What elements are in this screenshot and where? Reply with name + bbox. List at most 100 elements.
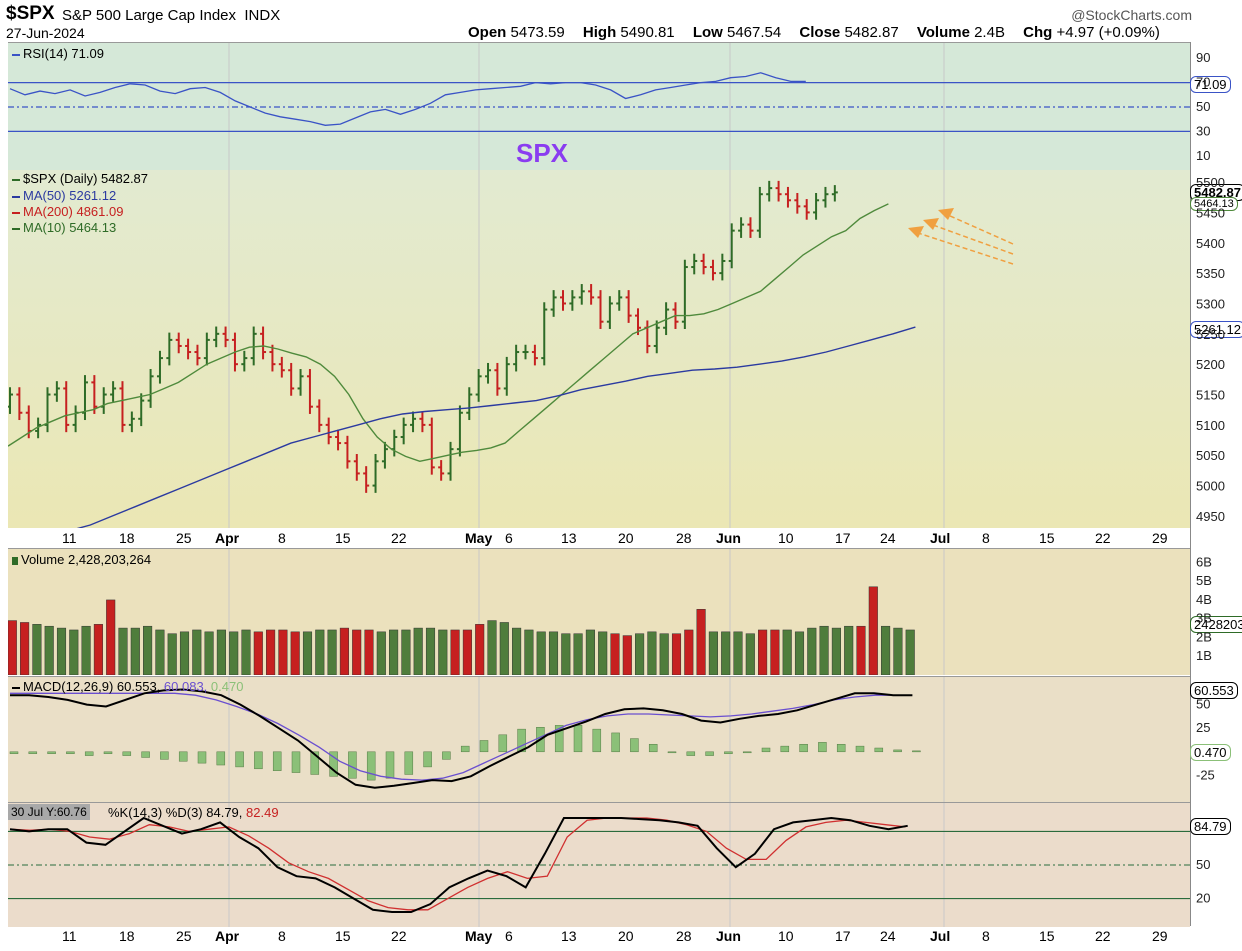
date-tick-label: Jul — [930, 928, 951, 944]
macd-histogram-bar — [799, 743, 808, 753]
ma50-legend-text: MA(50) 5261.12 — [23, 188, 117, 203]
volume-bar — [807, 627, 817, 675]
macd-histogram-bar — [836, 743, 846, 753]
volume-axis-tick: 3B — [1196, 611, 1212, 626]
low-value: 5467.54 — [727, 24, 782, 41]
date-tick-label: 22 — [1095, 530, 1111, 546]
stochastic-axis-tick: 20 — [1196, 891, 1210, 906]
macd-histogram-bar — [442, 751, 451, 760]
date-tick-label: 6 — [505, 530, 513, 546]
volume-bar — [868, 586, 878, 675]
macd-histogram-bar — [178, 751, 188, 762]
volume-bar — [266, 629, 276, 675]
volume-bar — [8, 620, 17, 675]
volume-bar — [475, 624, 485, 675]
volume-bar — [278, 629, 288, 675]
date-tick-label: 11 — [62, 530, 77, 546]
price-axis-tick: 5100 — [1196, 418, 1225, 433]
volume-bar — [167, 633, 177, 675]
volume-bar — [130, 627, 140, 675]
price-axis-tick: 5200 — [1196, 357, 1225, 372]
volume-bar — [179, 631, 190, 675]
right-axis: 90 70 50 30 10 5500 5450 5400 5350 5300 5250 5200 51… — [1196, 50, 1225, 906]
stochastic-legend: %K(14,3) %D(3) 84.79, 82.49 — [108, 805, 279, 820]
rsi-panel[interactable]: RSI(14) 71.09 — [8, 42, 1190, 171]
price-value-tag: 5482.87 — [1190, 184, 1242, 201]
volume-bar — [229, 631, 239, 675]
macd-value-tag: 60.553 — [1190, 682, 1238, 699]
trend-arrow-line — [917, 232, 1014, 265]
volume-bar — [622, 635, 632, 675]
date-tick-label: 18 — [119, 530, 135, 546]
price-axis-tick: 5400 — [1196, 236, 1225, 251]
macd-histogram-bar — [329, 751, 338, 777]
macd-histogram-bar — [272, 751, 282, 771]
price-legend-main: $SPX (Daily) 5482.87 — [12, 171, 148, 186]
volume-bar — [831, 627, 841, 675]
date-tick-label: 28 — [676, 530, 692, 546]
macd-histogram-bar — [141, 751, 150, 758]
macd-histogram-bar — [855, 745, 865, 753]
volume-bar — [253, 631, 263, 675]
volume-bar — [376, 631, 386, 675]
stockcharts-logo[interactable]: @StockCharts.com — [1071, 7, 1192, 23]
price-panel[interactable]: $SPX (Daily) 5482.87 MA(50) 5261.12 MA(2… — [8, 170, 1190, 528]
macd-legend: MACD(12,26,9) 60.553, 60.083, 0.470 — [12, 679, 243, 694]
close-label: Close — [799, 24, 841, 41]
date-tick-label: 8 — [982, 928, 990, 944]
date-tick-label: 15 — [335, 928, 351, 944]
volume-panel[interactable]: Volume 2,428,203,264 — [8, 548, 1190, 675]
macd-histogram-bar — [366, 751, 376, 781]
macd-axis-tick: -25 — [1196, 767, 1215, 782]
ma10-line — [8, 203, 889, 463]
rsi-axis-tick: 50 — [1196, 99, 1210, 114]
volume-bar — [290, 631, 300, 675]
macd-histogram-bar — [9, 751, 19, 754]
date-tick-label: Jun — [716, 928, 741, 944]
volume-bar — [770, 629, 780, 675]
macd-panel[interactable]: MACD(12,26,9) 60.553, 60.083, 0.470 — [8, 676, 1190, 803]
stochastic-axis-tick: 50 — [1196, 857, 1210, 872]
macd-histogram-bar — [630, 738, 639, 753]
macd-histogram-bar — [254, 751, 263, 770]
date-tick-label: 20 — [618, 530, 634, 546]
rsi-axis-tick: 70 — [1196, 75, 1210, 90]
volume-bar — [856, 625, 866, 675]
chg-label: Chg — [1023, 24, 1053, 41]
exchange-label: INDX — [244, 7, 281, 24]
volume-value: 2.4B — [974, 24, 1005, 41]
macd-axis-tick: 50 — [1196, 697, 1210, 712]
volume-bar — [708, 631, 718, 675]
stochastic-panel[interactable]: %K(14,3) %D(3) 84.79, 82.49 — [8, 802, 1190, 927]
macd-histogram-bar — [705, 751, 714, 756]
volume-bar — [389, 629, 399, 675]
volume-bar — [881, 625, 891, 675]
date-tick-label: 25 — [176, 928, 192, 944]
ma200-legend: MA(200) 4861.09 — [12, 204, 123, 219]
volume-bar — [819, 625, 829, 675]
date-tick-label: Apr — [215, 530, 240, 546]
volume-bar — [512, 627, 522, 675]
ma50-value-tag: 5261.12 — [1190, 321, 1242, 338]
volume-bar — [204, 631, 214, 675]
date-tick-label: 24 — [880, 530, 896, 546]
macd-histogram-bar — [84, 751, 94, 756]
volume-bar — [241, 629, 251, 675]
volume-bar — [745, 633, 755, 675]
trend-arrow-line — [947, 214, 1014, 245]
price-axis-tick: 5300 — [1196, 296, 1225, 311]
macd-histogram-bar — [460, 745, 470, 753]
low-label: Low — [692, 24, 723, 41]
volume-bar — [462, 629, 472, 675]
volume-bar — [216, 629, 226, 675]
price-axis-tick: 4950 — [1196, 509, 1225, 524]
date-tick-label: Apr — [215, 928, 240, 944]
volume-bar — [610, 633, 620, 675]
date-tick-label: 22 — [1095, 928, 1111, 944]
rsi-legend: RSI(14) 71.09 — [12, 46, 104, 61]
macd-hist-tag: 0.470 — [1190, 744, 1231, 761]
date-tick-label: 20 — [618, 928, 634, 944]
volume-bar — [548, 631, 559, 675]
volume-axis-tick: 2B — [1196, 629, 1212, 644]
macd-chart — [9, 677, 945, 803]
